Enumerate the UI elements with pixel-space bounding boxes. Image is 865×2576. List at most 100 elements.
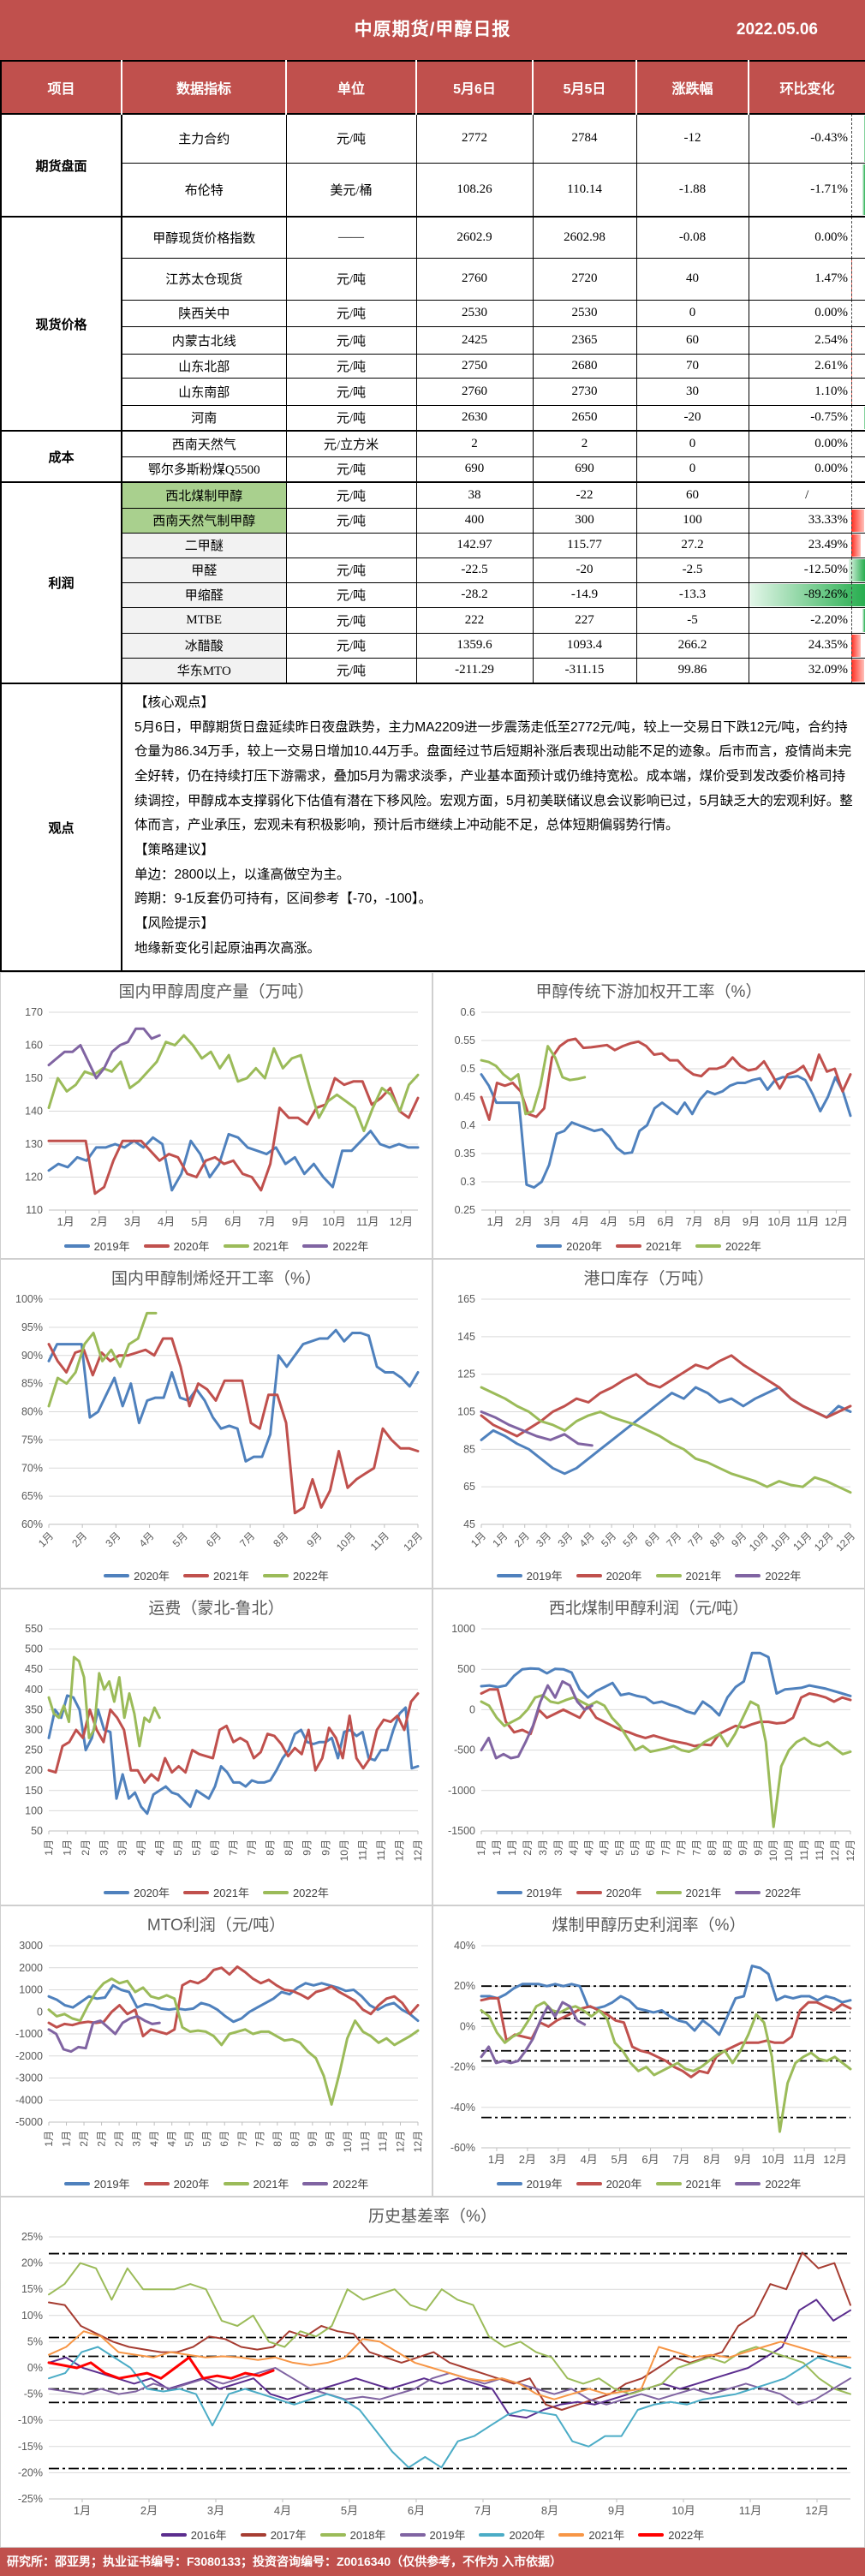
x-tick-label: 8月 xyxy=(265,1840,277,1856)
cell-value-d1: 2425 xyxy=(415,325,534,355)
x-tick-label: 4月 xyxy=(577,1530,597,1549)
table-row: 河南 元/吨 2630 2650 -20 -0.75% xyxy=(1,404,865,432)
y-tick-label: 100% xyxy=(15,1293,43,1305)
y-tick-label: 90% xyxy=(21,1350,43,1362)
legend-item: 2020年 xyxy=(576,1567,642,1583)
cell-indicator: 冰醋酸 xyxy=(121,632,287,659)
footer-text: 研究所：邵亚男；执业证书编号：F3080133；投资咨询编号：Z0016340（… xyxy=(7,2555,562,2568)
y-tick-label: 1000 xyxy=(19,1984,43,1996)
legend-swatch xyxy=(496,2181,522,2185)
x-tick-label: 6月 xyxy=(224,1215,242,1228)
x-tick-label: 5月 xyxy=(599,1530,618,1549)
x-tick-label: 8月 xyxy=(703,2153,720,2166)
x-tick-label: 10月 xyxy=(747,1530,771,1553)
x-tick-label: 7月 xyxy=(686,1530,706,1549)
pagebreak-dashed-line xyxy=(850,301,852,325)
legend-label: 2022年 xyxy=(725,1240,761,1253)
x-tick-label: 5月 xyxy=(172,1840,184,1856)
cell-change: 0 xyxy=(635,456,749,483)
y-tick-label: 150 xyxy=(25,1072,43,1084)
series-line-2019年 xyxy=(480,1965,852,2036)
x-tick-label: 2月 xyxy=(113,2131,125,2147)
y-tick-label: 50 xyxy=(31,1825,43,1837)
legend-item: 2020年 xyxy=(479,2526,545,2543)
x-tick-label: 9月 xyxy=(608,2504,625,2517)
x-tick-label: 1月 xyxy=(74,2504,91,2517)
report-header: 中原期货/甲醇日报 2022.05.06 xyxy=(0,0,865,60)
page-title: 中原期货/甲醇日报 xyxy=(354,20,511,39)
y-tick-label: -60% xyxy=(450,2142,475,2154)
x-tick-label: 4月 xyxy=(572,1215,589,1228)
cell-change: 0 xyxy=(635,299,749,327)
y-tick-label: -2000 xyxy=(15,2050,43,2062)
viewpoint-content: 【核心观点】 5月6日，甲醇期货日盘延续昨日夜盘跌势，主力MA2209进一步震荡走… xyxy=(121,683,865,972)
chart-legend: 2020年 2021年 2022年 xyxy=(1,1884,432,1900)
pct-value: 0.00% xyxy=(814,306,848,319)
cell-unit: 元/吨 xyxy=(285,113,417,164)
x-tick-label: 8月 xyxy=(707,1530,727,1549)
series-line-2021年 xyxy=(47,1034,420,1133)
cell-pct-change: -1.71% xyxy=(748,162,865,218)
legend-item: 2019年 xyxy=(496,1884,563,1900)
series-line-2020年 xyxy=(480,1996,852,2078)
chart-basis-rate: 历史基差率（%） -25% -20% -15% -10% -5% 0% 5% 10% 15% 20%… xyxy=(0,2197,865,2548)
cell-pct-change: -0.75% xyxy=(748,404,865,432)
cell-value-d2: 2650 xyxy=(532,404,637,432)
cell-value-d2: 2720 xyxy=(532,257,637,301)
x-tick-label: 7月 xyxy=(664,1530,683,1549)
x-tick-label: 12月 xyxy=(393,1840,405,1861)
legend-item: 2020年 xyxy=(576,1884,642,1900)
table-header: 项目 数据指标 单位 5月6日 5月5日 涨跌幅 环比变化 xyxy=(1,61,865,114)
x-tick-label: 6月 xyxy=(408,2504,425,2517)
y-tick-label: 10% xyxy=(21,2310,43,2322)
y-tick-label: 0.55 xyxy=(455,1035,475,1046)
legend-item: 2019年 xyxy=(496,2175,563,2191)
chart-legend: 2019年 2020年 2021年 2022年 xyxy=(1,1237,432,1254)
cell-change: -12 xyxy=(635,113,749,164)
x-tick-label: 9月 xyxy=(304,1530,324,1549)
cell-value-d2: 300 xyxy=(532,507,637,534)
y-tick-label: 85 xyxy=(463,1443,475,1455)
legend-item: 2022年 xyxy=(262,1884,329,1900)
x-tick-label: 6月 xyxy=(204,1530,224,1549)
chart-title: 煤制甲醇历史利润率（%） xyxy=(552,1916,746,1935)
x-tick-label: 7月 xyxy=(246,1840,258,1856)
x-tick-label: 7月 xyxy=(686,1215,703,1228)
cell-value-d2: 2602.98 xyxy=(532,216,637,259)
y-tick-label: 250 xyxy=(25,1744,43,1756)
viewpoint-row: 观点 【核心观点】 5月6日，甲醇期货日盘延续昨日夜盘跌势，主力MA2209进一步震… xyxy=(0,683,865,972)
legend-item: 2017年 xyxy=(240,2526,307,2543)
x-tick-label: 5月 xyxy=(201,2131,213,2147)
pagebreak-dashed-line xyxy=(850,259,852,299)
x-tick-label: 1月 xyxy=(488,2153,505,2166)
legend-swatch xyxy=(262,1890,289,1894)
cell-unit: 元/吨 xyxy=(285,299,417,327)
series-line-2020年 xyxy=(47,1965,420,2038)
x-tick-label: 9月 xyxy=(729,1530,749,1549)
cell-indicator: 二甲醚 xyxy=(121,532,287,558)
series-line-2021年 xyxy=(48,2330,851,2400)
cell-value-d1: 38 xyxy=(415,481,534,509)
legend-item: 2022年 xyxy=(302,1237,368,1254)
legend-label: 2019年 xyxy=(93,2178,130,2191)
cell-unit: 元/吨 xyxy=(285,507,417,534)
series-line-2021年 xyxy=(47,1692,420,1784)
cell-pct-change: 33.33% xyxy=(748,507,865,534)
report-table: 项目 数据指标 单位 5月6日 5月5日 涨跌幅 环比变化 期货盘面 主力合约 元/吨 2772 2… xyxy=(0,60,865,972)
series-line-2021年 xyxy=(480,2001,852,2133)
x-tick-label: 11月 xyxy=(356,1840,368,1860)
x-tick-label: 9月 xyxy=(307,2131,319,2147)
viewpoint-line: 【核心观点】 xyxy=(134,695,215,710)
cell-pct-change: -2.20% xyxy=(748,606,865,634)
cell-value-d2: -311.15 xyxy=(532,657,637,684)
legend-item: 2020年 xyxy=(536,1237,602,1254)
cell-unit xyxy=(285,532,417,558)
y-tick-label: 95% xyxy=(21,1321,43,1333)
viewpoint-line: 跨期：9-1反套仍可持有，区间参考【-70，-100】。 xyxy=(134,891,432,907)
x-tick-label: 2月 xyxy=(91,1215,108,1228)
legend-swatch xyxy=(302,2181,329,2185)
x-tick-label: 7月 xyxy=(474,2504,492,2517)
x-tick-label: 10月 xyxy=(671,2504,695,2517)
x-tick-label: 11月 xyxy=(377,2131,389,2151)
